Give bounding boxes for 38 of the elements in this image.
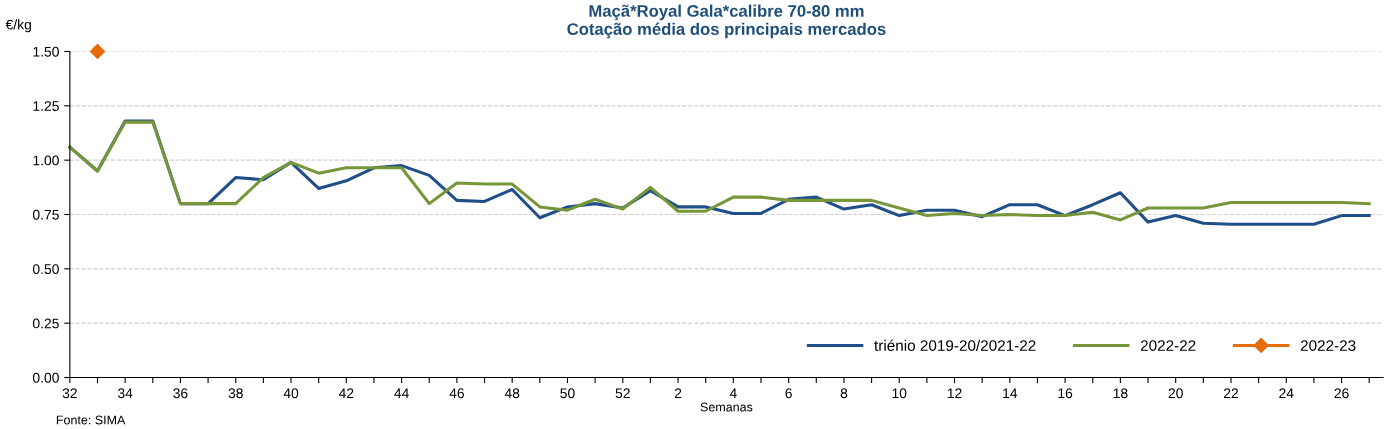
x-tick-label: 18 [1113,388,1128,399]
x-tick-label: 12 [947,388,962,398]
x-tick-label: 24 [1279,388,1294,398]
x-tick-label: 36 [173,388,188,399]
y-tick-label: 1.00 [33,155,59,166]
y-axis-title: €/kg [5,19,31,33]
x-axis-title: Semanas [700,402,753,412]
x-tick-label: 22 [1223,388,1239,398]
source-note: Fonte: SIMA [56,415,126,425]
x-tick-label: 48 [504,388,520,399]
y-tick-label: 0.50 [32,264,59,275]
chart-title: Maçã*Royal Gala*calibre 70-80 mm Cotação média dos principais mercados [567,4,886,39]
y-tick-label: 0.00 [32,372,59,383]
x-tick-label: 6 [785,388,792,399]
x-tick-label: 2 [674,388,682,398]
x-tick-label: 14 [1003,388,1018,398]
x-tick-label: 8 [840,388,848,399]
y-tick-label: 0.25 [32,318,59,329]
x-tick-label: 42 [338,388,354,398]
x-tick-label: 34 [117,388,133,399]
x-tick-label: 52 [615,388,630,399]
x-tick-label: 32 [62,388,77,399]
legend-label: 2022-23 [1300,340,1356,351]
y-tick-label: 1.50 [33,46,59,57]
x-tick-label: 10 [892,388,907,399]
legend-label: triénio 2019-20/2021-22 [874,339,1036,351]
legend-label: 2022-22 [1140,340,1196,351]
x-tick-label: 16 [1058,388,1073,399]
x-tick-label: 44 [394,388,409,398]
y-tick-label: 1.25 [33,101,59,111]
x-tick-label: 50 [560,388,575,399]
x-tick-label: 46 [449,388,465,399]
x-tick-label: 20 [1168,388,1183,399]
x-tick-label: 26 [1334,388,1349,399]
x-tick-label: 38 [228,388,243,399]
y-tick-label: 0.75 [32,209,59,220]
x-tick-label: 4 [729,388,737,398]
x-tick-label: 40 [283,388,299,399]
